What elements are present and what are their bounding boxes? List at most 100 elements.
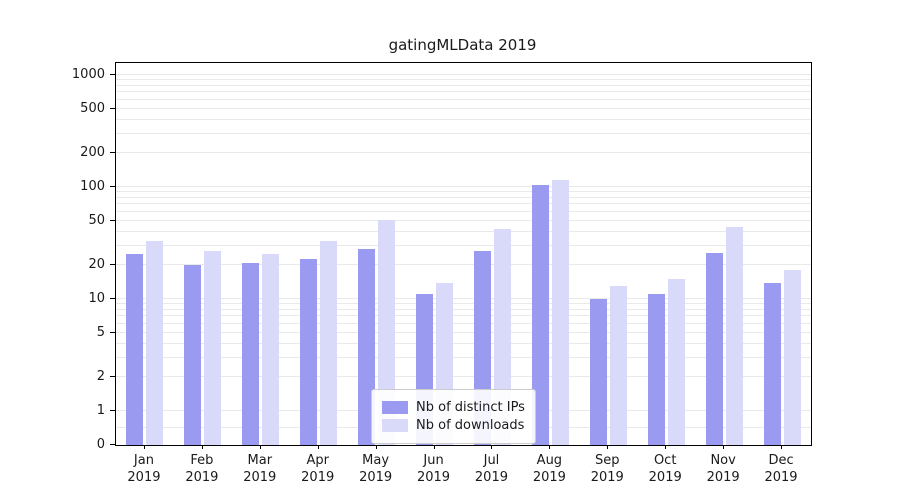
legend-swatch-distinct-ips [382,401,408,414]
bar-distinct-ips-may [358,248,376,445]
y-tick-label-100: 100 [80,179,105,194]
gridline [116,186,811,187]
gridline [116,152,811,154]
x-tick-label-apr: Apr 2019 [301,453,335,485]
bar-distinct-ips-nov [705,252,723,445]
y-tick-label-2: 2 [96,369,105,385]
gridline [116,196,811,198]
y-tick-mark [110,152,115,154]
x-tick-mark [143,445,145,449]
gridline [116,203,811,205]
x-tick-mark [491,445,493,449]
x-tick-label-nov: Nov 2019 [706,453,740,485]
bar-downloads-may [378,219,396,445]
y-tick-mark [110,186,115,187]
y-tick-mark [110,264,115,266]
gridline [116,298,811,299]
y-tick-label-0: 0 [96,437,105,452]
x-tick-label-sep: Sep 2019 [590,453,624,485]
gridline [116,303,811,305]
x-tick-label-may: May 2019 [359,453,393,485]
y-tick-label-500: 500 [80,100,105,116]
gridline [116,230,811,232]
x-tick-mark [723,445,725,449]
bar-downloads-apr [320,240,338,445]
y-tick-label-20: 20 [88,257,105,273]
y-tick-mark [110,107,115,109]
y-tick-mark [110,331,115,333]
x-tick-label-aug: Aug 2019 [532,453,566,485]
bar-distinct-ips-feb [184,265,202,445]
y-tick-mark [110,219,115,221]
chart-title: gatingMLData 2019 [388,36,537,54]
x-tick-mark [433,445,435,449]
gridline [116,342,811,344]
bar-downloads-aug [551,180,569,445]
y-tick-label-200: 200 [80,145,105,161]
bar-distinct-ips-mar [242,262,260,445]
bar-downloads-mar [262,254,280,445]
x-tick-mark [317,445,319,449]
bar-distinct-ips-aug [531,184,549,445]
bar-downloads-nov [725,226,743,445]
gridline [116,118,811,120]
bar-distinct-ips-dec [763,282,781,445]
x-tick-label-oct: Oct 2019 [648,453,682,485]
gridline [116,315,811,317]
legend-item-downloads: Nb of downloads [382,418,525,433]
x-tick-mark [549,445,551,449]
bar-downloads-feb [204,250,222,445]
gridline [116,308,811,310]
gridline [116,322,811,324]
y-tick-mark [110,444,115,445]
x-tick-label-jan: Jan 2019 [127,453,161,485]
gridline [116,331,811,333]
bar-downloads-sep [609,286,627,445]
gridline [116,191,811,193]
bar-downloads-jan [146,240,164,445]
gridline [116,356,811,358]
bar-distinct-ips-apr [300,258,318,445]
legend-item-distinct-ips: Nb of distinct IPs [382,400,525,415]
gridline [116,219,811,221]
y-tick-label-1000: 1000 [71,67,105,82]
y-tick-mark [110,74,115,75]
bar-downloads-dec [783,270,801,445]
x-tick-mark [607,445,609,449]
x-tick-label-feb: Feb 2019 [185,453,219,485]
x-tick-mark [375,445,377,449]
gridline [116,98,811,100]
gridline [116,132,811,134]
x-tick-mark [201,445,203,449]
y-tick-mark [110,298,115,299]
x-tick-label-dec: Dec 2019 [764,453,798,485]
gridline [116,210,811,212]
bar-downloads-oct [667,279,685,445]
y-tick-mark [110,376,115,378]
x-tick-mark [781,445,783,449]
y-tick-label-50: 50 [88,212,105,228]
bar-distinct-ips-sep [589,299,607,445]
gridline [116,107,811,109]
x-tick-label-jul: Jul 2019 [474,453,508,485]
gridline [116,84,811,86]
bar-distinct-ips-oct [647,294,665,445]
x-tick-label-jun: Jun 2019 [416,453,451,485]
y-tick-mark [110,410,115,411]
gridline [116,264,811,266]
plot-area [115,62,812,446]
legend-label-distinct-ips: Nb of distinct IPs [416,400,525,415]
x-tick-mark [665,445,667,449]
bar-distinct-ips-jan [126,254,144,445]
gridline [116,376,811,378]
gridline [116,244,811,246]
y-tick-label-5: 5 [96,324,105,340]
gridline [116,79,811,81]
legend-label-downloads: Nb of downloads [416,418,525,433]
gridline [116,91,811,93]
x-tick-label-mar: Mar 2019 [243,453,277,485]
legend-swatch-downloads [382,419,408,432]
legend: Nb of distinct IPs Nb of downloads [371,389,536,444]
x-tick-mark [259,445,261,449]
